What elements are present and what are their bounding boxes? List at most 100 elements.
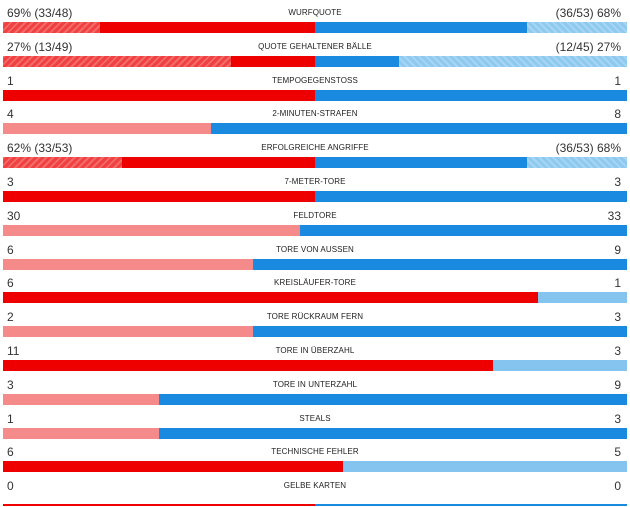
- comparison-bar: [3, 427, 627, 439]
- stat-label: WURFQUOTE: [288, 8, 342, 17]
- away-value: 9: [614, 242, 621, 257]
- stat-row: 4 2-MINUTEN-STRAFEN 8: [0, 101, 630, 135]
- comparison-bar: [3, 258, 627, 270]
- comparison-bar: [3, 292, 627, 304]
- comparison-bar: [3, 393, 627, 405]
- away-value: 5: [614, 445, 621, 460]
- away-value: (36/53) 68%: [555, 141, 621, 156]
- away-bar-fill: [315, 157, 528, 169]
- stat-label: TORE IN UNTERZAHL: [272, 379, 358, 389]
- away-value: 3: [614, 310, 621, 325]
- comparison-bar: [3, 326, 627, 338]
- home-value: 69% (33/48): [7, 6, 73, 20]
- home-value: 4: [7, 107, 14, 122]
- away-value: (36/53) 68%: [555, 6, 621, 20]
- home-bar: [3, 360, 494, 371]
- stat-label: ERFOLGREICHE ANGRIFFE: [261, 143, 369, 153]
- stat-row: 6 KREISLÄUFER-TORE 1: [0, 270, 630, 304]
- stat-label: TECHNISCHE FEHLER: [271, 447, 359, 457]
- away-bar: [343, 461, 627, 473]
- stat-label: GELBE KARTEN: [283, 481, 347, 491]
- stat-label: TORE IN ÜBERZAHL: [275, 346, 355, 355]
- away-value: (12/45) 27%: [555, 39, 621, 54]
- away-bar: [252, 258, 627, 270]
- comparison-bar: [3, 360, 627, 371]
- home-value: 30: [7, 208, 21, 223]
- away-bar: [159, 393, 627, 405]
- stat-row: 69% (33/48) WURFQUOTE (36/53) 68%: [0, 0, 630, 34]
- comparison-bar: [3, 157, 627, 169]
- home-bar: [3, 461, 344, 473]
- home-bar-fill: [230, 55, 315, 67]
- stat-row: 3 TORE IN UNTERZAHL 9: [0, 372, 630, 406]
- stat-label: STEALS: [299, 413, 331, 423]
- stat-row: 6 TECHNISCHE FEHLER 5: [0, 439, 630, 473]
- comparison-bar: [3, 55, 627, 67]
- home-value: 6: [7, 276, 14, 291]
- home-bar: [3, 258, 253, 270]
- away-bar-fill: [315, 22, 528, 33]
- home-bar: [3, 89, 315, 101]
- away-value: 33: [607, 208, 621, 223]
- away-bar: [300, 224, 627, 236]
- home-value: 11: [7, 344, 20, 358]
- stat-row: 30 FELDTORE 33: [0, 203, 630, 237]
- stat-row: 1 TEMPOGEGENSTOSS 1: [0, 68, 630, 102]
- stat-row: 3 7-METER-TORE 3: [0, 169, 630, 203]
- comparison-bar: [3, 89, 627, 101]
- home-bar-bg: [3, 55, 315, 67]
- home-bar: [3, 123, 211, 135]
- home-value: 27% (13/49): [7, 39, 73, 54]
- comparison-bar: [3, 123, 627, 135]
- stat-row: 62% (33/53) ERFOLGREICHE ANGRIFFE (36/53) …: [0, 135, 630, 169]
- away-bar: [315, 504, 627, 507]
- home-bar: [3, 393, 159, 405]
- home-value: 3: [7, 175, 14, 189]
- away-bar-bg: [315, 55, 627, 67]
- home-value: 2: [7, 310, 14, 325]
- stat-label: TORE VON AUSSEN: [276, 244, 354, 254]
- home-value: 62% (33/53): [7, 141, 73, 156]
- stat-row: 2 TORE RÜCKRAUM FERN 3: [0, 304, 630, 338]
- stat-row: 11 TORE IN ÜBERZAHL 3: [0, 338, 630, 372]
- away-bar: [537, 292, 627, 304]
- away-value: 9: [614, 377, 621, 392]
- home-bar: [3, 427, 159, 439]
- away-value: 8: [614, 107, 621, 122]
- comparison-bar: [3, 22, 627, 33]
- comparison-bar: [3, 224, 627, 236]
- away-bar: [252, 326, 627, 338]
- home-bar-fill: [121, 157, 315, 169]
- comparison-bar: [3, 191, 627, 202]
- home-value: 6: [7, 445, 14, 460]
- comparison-bar: [3, 495, 627, 507]
- away-value: 0: [614, 479, 621, 494]
- stat-label: 7-METER-TORE: [284, 177, 346, 186]
- home-value: 1: [7, 411, 14, 426]
- stat-row: 27% (13/49) QUOTE GEHALTENER BÄLLE (12/45)…: [0, 34, 630, 68]
- stat-row: 6 TORE VON AUSSEN 9: [0, 237, 630, 271]
- stat-label: 2-MINUTEN-STRAFEN: [272, 109, 358, 119]
- away-value: 1: [614, 73, 621, 88]
- away-value: 3: [614, 344, 621, 358]
- away-bar: [159, 427, 627, 439]
- home-bar: [3, 292, 538, 304]
- home-value: 1: [7, 73, 14, 88]
- stat-label: TORE RÜCKRAUM FERN: [266, 312, 364, 322]
- home-value: 6: [7, 242, 14, 257]
- home-value: 3: [7, 377, 14, 392]
- away-bar: [315, 191, 627, 202]
- away-bar: [211, 123, 627, 135]
- home-bar: [3, 504, 315, 507]
- away-value: 1: [614, 276, 621, 291]
- home-bar: [3, 191, 315, 202]
- stat-label: QUOTE GEHALTENER BÄLLE: [258, 41, 372, 51]
- stat-label: KREISLÄUFER-TORE: [274, 278, 356, 288]
- away-value: 3: [614, 175, 621, 189]
- stat-row: 0 GELBE KARTEN 0: [0, 473, 630, 507]
- away-bar: [315, 89, 627, 101]
- stat-label: FELDTORE: [293, 210, 337, 220]
- home-bar: [3, 326, 253, 338]
- stat-label: TEMPOGEGENSTOSS: [272, 75, 358, 85]
